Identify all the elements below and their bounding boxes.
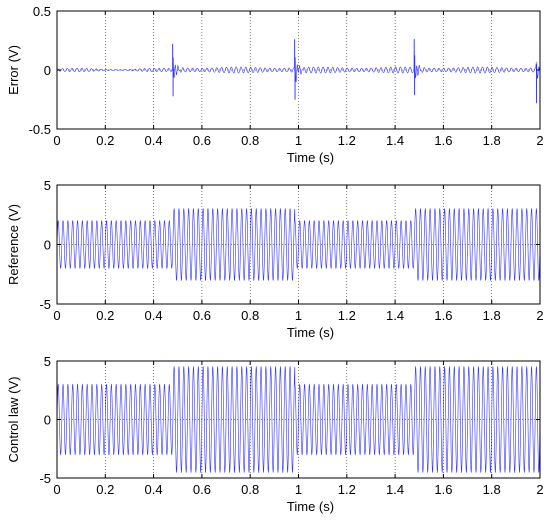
x-tick-label: 0.8 xyxy=(241,133,259,148)
y-axis-label: Reference (V) xyxy=(6,204,21,285)
x-tick-label: 0.4 xyxy=(145,133,163,148)
x-tick-label: 1 xyxy=(295,133,302,148)
x-tick-label: 0.8 xyxy=(241,308,259,323)
x-tick-label: 0.6 xyxy=(193,482,211,497)
x-tick-label: 1.6 xyxy=(434,308,452,323)
x-tick-label: 0.4 xyxy=(145,482,163,497)
y-axis-label: Control law (V) xyxy=(6,377,21,463)
x-tick-label: 1 xyxy=(295,482,302,497)
y-tick-label: 5 xyxy=(44,354,51,369)
x-axis-label: Time (s) xyxy=(287,325,334,340)
x-tick-label: 0.4 xyxy=(145,308,163,323)
x-tick-label: 2 xyxy=(536,133,543,148)
y-tick-label: 0 xyxy=(44,413,51,428)
x-tick-label: 0.2 xyxy=(96,482,114,497)
x-axis-label: Time (s) xyxy=(287,499,334,514)
x-tick-label: 2 xyxy=(536,482,543,497)
x-tick-label: 0.6 xyxy=(193,133,211,148)
x-tick-label: 1.2 xyxy=(338,482,356,497)
x-tick-label: 1.8 xyxy=(483,133,501,148)
x-tick-label: 1 xyxy=(295,308,302,323)
y-tick-label: 5 xyxy=(44,178,51,193)
series-line-1 xyxy=(56,38,541,104)
y-tick-label: 0 xyxy=(44,63,51,78)
x-tick-label: 1.6 xyxy=(434,482,452,497)
x-tick-label: 0 xyxy=(53,308,60,323)
y-tick-label: -5 xyxy=(39,471,51,486)
x-tick-label: 0 xyxy=(53,133,60,148)
y-tick-label: -0.5 xyxy=(29,122,51,137)
x-tick-label: 1.4 xyxy=(386,133,404,148)
x-tick-label: 1.4 xyxy=(386,308,404,323)
x-tick-label: 1.8 xyxy=(483,308,501,323)
x-tick-label: 0.2 xyxy=(96,308,114,323)
x-tick-label: 0.6 xyxy=(193,308,211,323)
subplot-1: 0 0.2 0.4 0.6 0.8 1 1.2 1.4 1.6 1.8 2-0.500.5Time … xyxy=(6,4,544,165)
x-tick-label: 0 xyxy=(53,482,60,497)
series-line-1 xyxy=(56,365,541,474)
y-tick-label: 0.5 xyxy=(33,4,51,19)
x-tick-label: 1.6 xyxy=(434,133,452,148)
x-tick-label: 1.2 xyxy=(338,308,356,323)
x-tick-label: 0.2 xyxy=(96,133,114,148)
series-line-1 xyxy=(56,207,541,282)
y-tick-label: 0 xyxy=(44,238,51,253)
x-tick-label: 1.8 xyxy=(483,482,501,497)
x-tick-label: 2 xyxy=(536,308,543,323)
y-axis-label: Error (V) xyxy=(6,45,21,95)
x-tick-label: 1.4 xyxy=(386,482,404,497)
x-tick-label: 1.2 xyxy=(338,133,356,148)
x-tick-label: 0.8 xyxy=(241,482,259,497)
y-tick-label: -5 xyxy=(39,297,51,312)
x-axis-label: Time (s) xyxy=(287,150,334,165)
